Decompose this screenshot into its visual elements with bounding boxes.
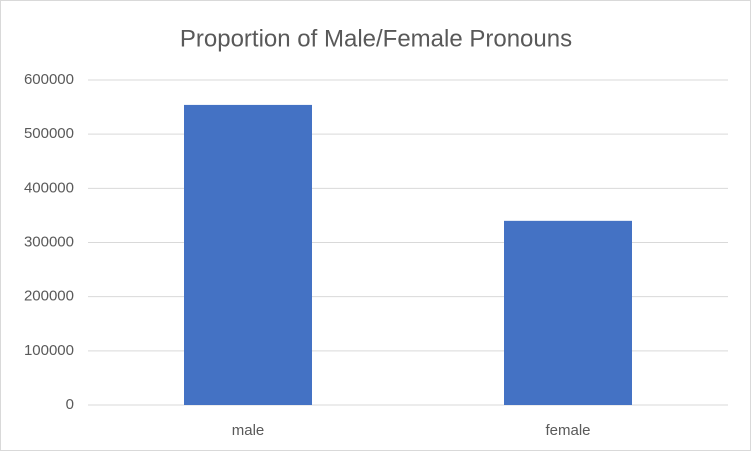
y-tick-label: 0: [66, 396, 74, 413]
bar: [184, 104, 312, 406]
y-tick-label: 300000: [24, 233, 74, 250]
y-tick-label: 400000: [24, 179, 74, 196]
y-tick-label: 500000: [24, 125, 74, 142]
y-tick-label: 200000: [24, 288, 74, 305]
bar: [504, 220, 632, 405]
y-tick-label: 100000: [24, 342, 74, 359]
x-tick-label: male: [232, 422, 265, 439]
x-tick-label: female: [545, 422, 590, 439]
y-tick-label: 600000: [24, 71, 74, 88]
chart-title: Proportion of Male/Female Pronouns: [180, 25, 572, 52]
